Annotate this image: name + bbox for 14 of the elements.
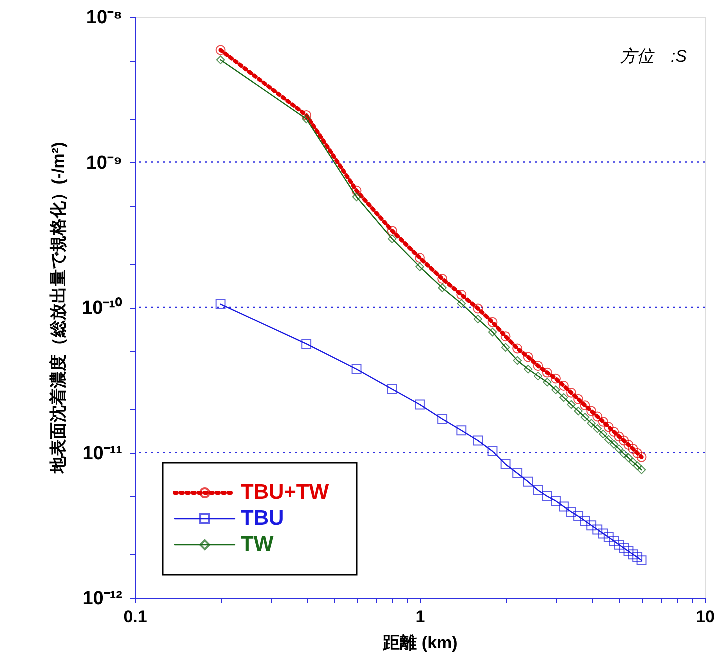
y-tick-label: 10⁻¹²: [82, 588, 122, 610]
y-tick-label: 10⁻⁹: [86, 152, 122, 174]
y-tick-label: 10⁻¹⁰: [82, 297, 122, 319]
legend-label: TBU+TW: [241, 481, 330, 504]
y-tick-label: 10⁻⁸: [86, 8, 122, 28]
annotation: 方位 :S: [620, 47, 688, 66]
x-tick-label: 10: [696, 608, 715, 626]
x-axis-title: 距離 (km): [382, 634, 458, 652]
x-tick-label: 0.1: [124, 608, 148, 626]
legend-label: TBU: [241, 507, 284, 530]
legend-label: TW: [241, 533, 274, 556]
y-axis-title: 地表面沈着濃度（総放出量で規格化）(-/m²): [49, 142, 68, 475]
y-tick-label: 10⁻¹¹: [82, 443, 122, 464]
x-tick-label: 1: [416, 608, 426, 626]
